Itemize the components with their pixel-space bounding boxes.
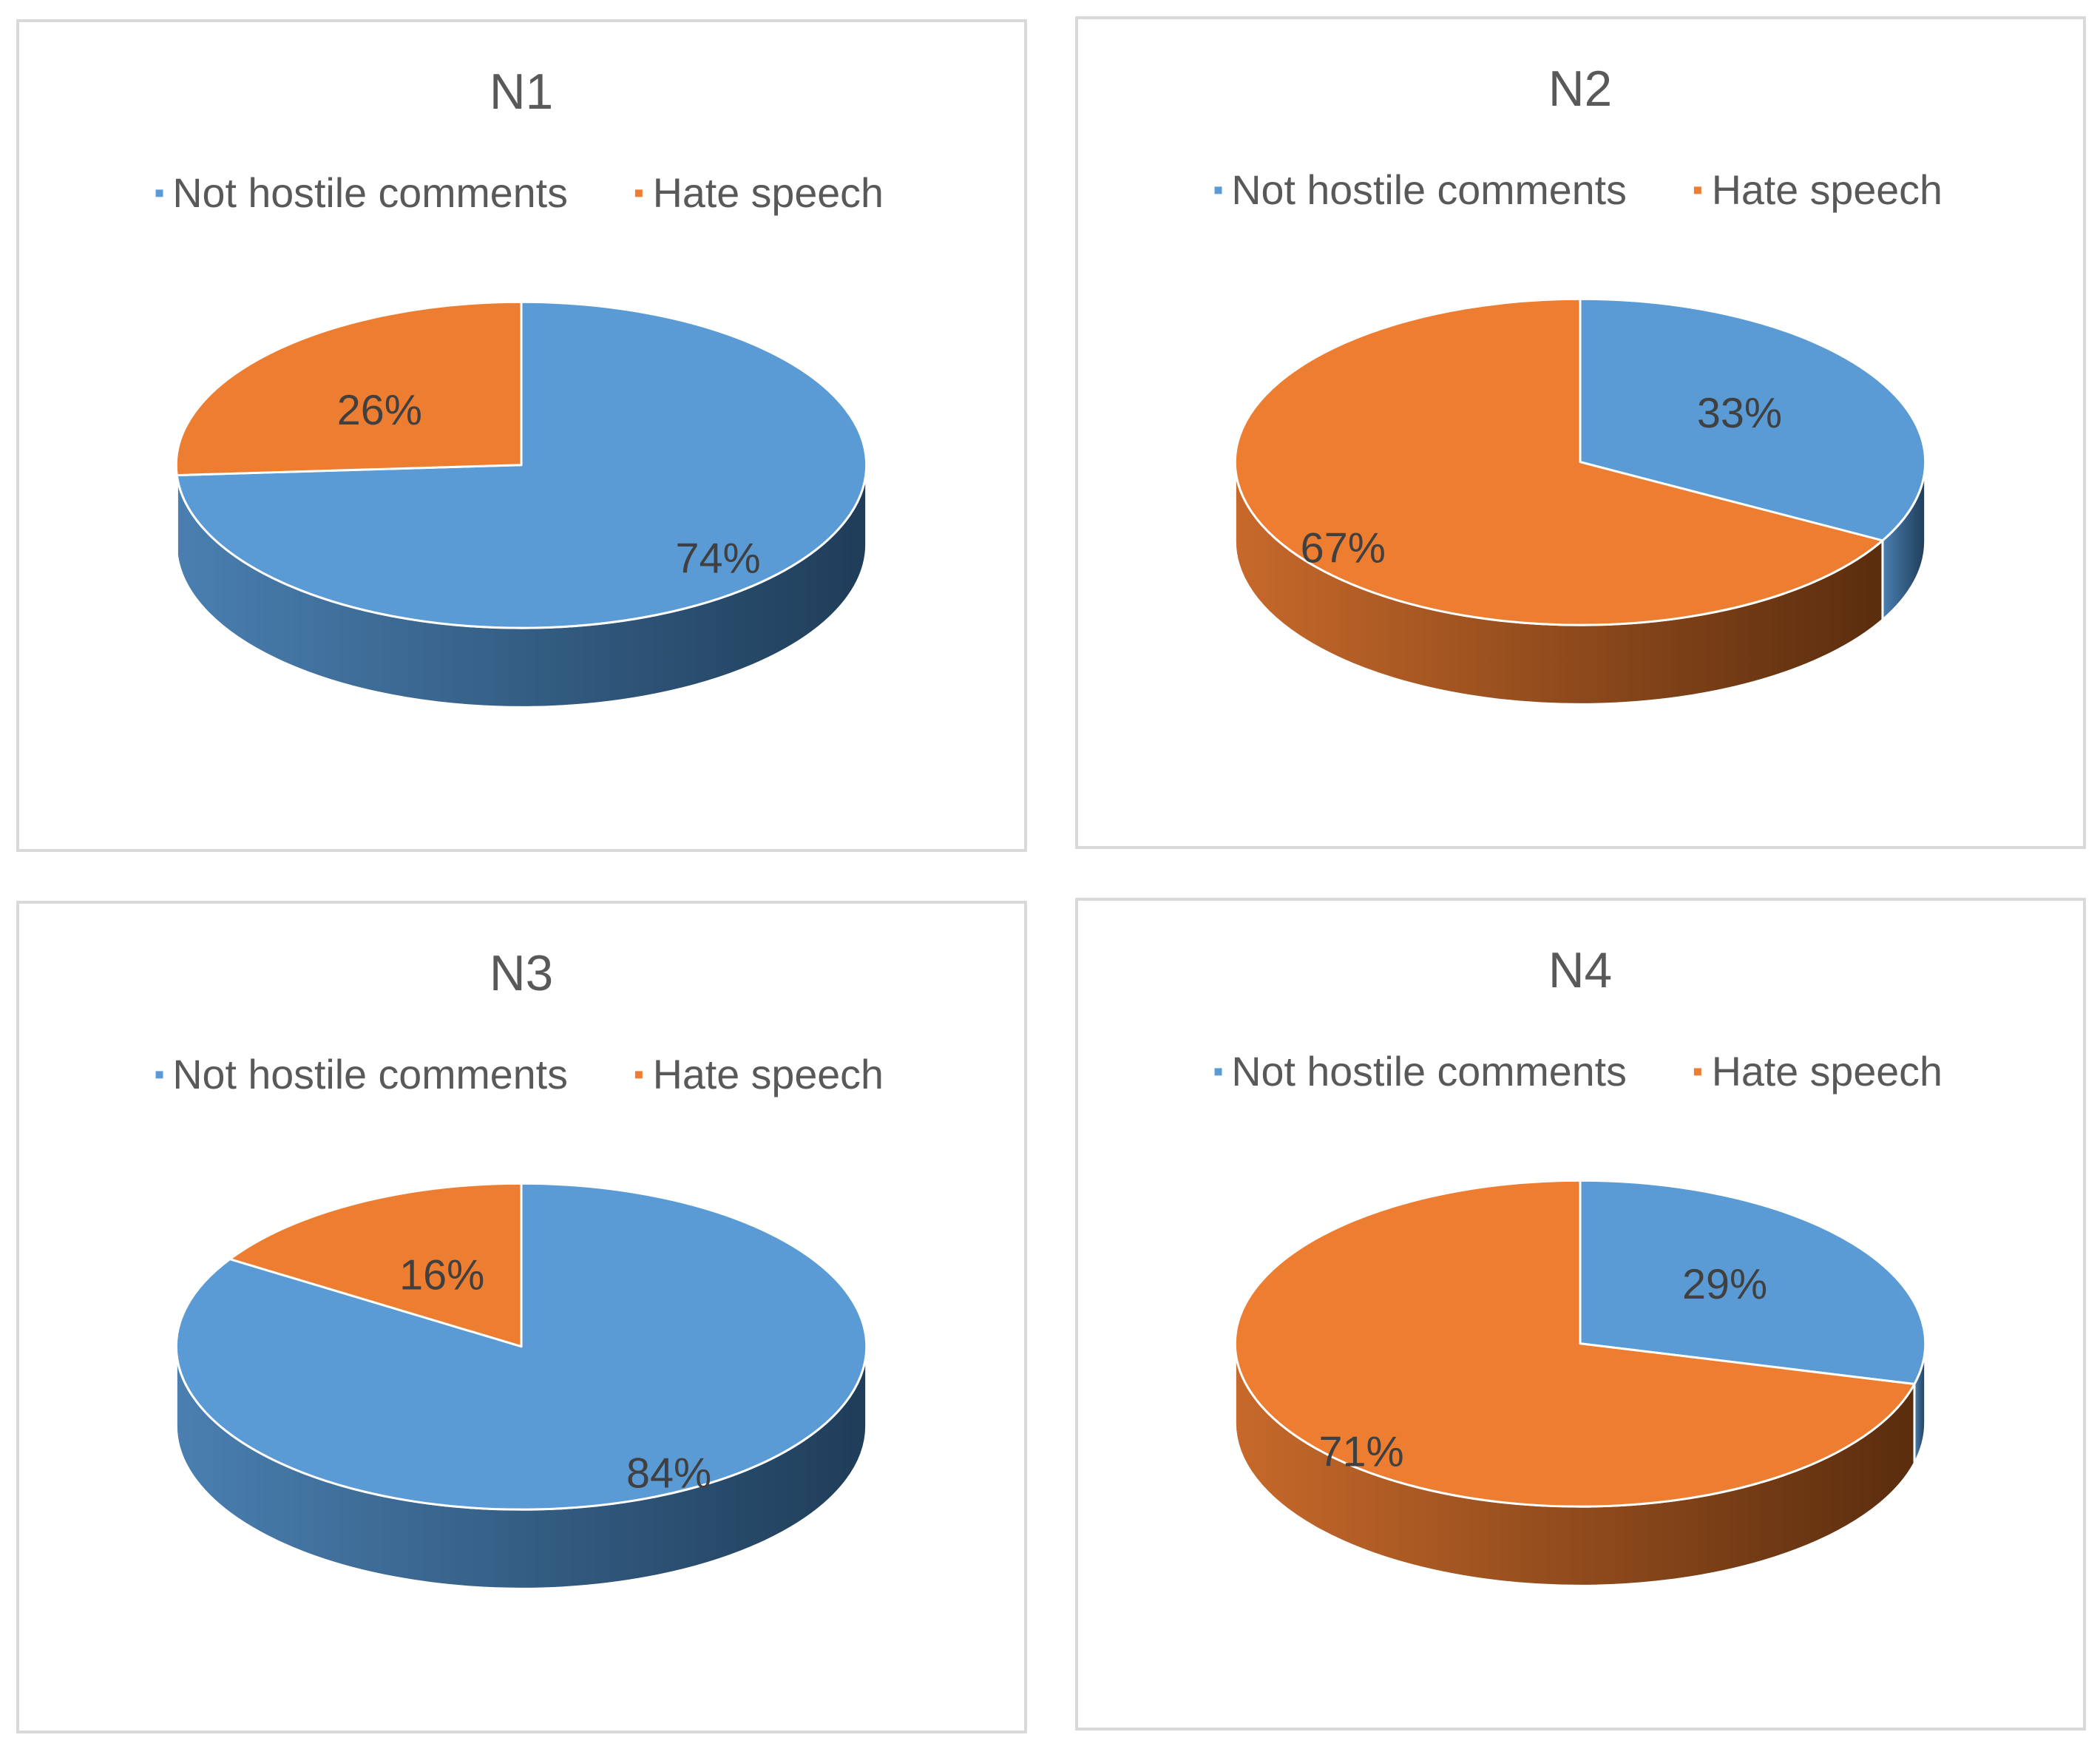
- data-label-not-hostile: 74%: [675, 535, 760, 583]
- pie-slices: [175, 300, 868, 708]
- data-labels: 26% 74%: [337, 387, 761, 583]
- legend-swatch-not-hostile: [155, 189, 163, 197]
- pie-chart-n4: N4 Not hostile comments Hate speech 29% …: [1214, 943, 1942, 1587]
- data-labels: 33% 67%: [1301, 390, 1782, 572]
- legend-swatch-not-hostile: [1214, 1068, 1222, 1076]
- pie-chart-n2: N2 Not hostile comments Hate speech 33% …: [1214, 61, 1942, 706]
- legend-swatch-not-hostile: [1214, 186, 1222, 194]
- pie-slice-hate: [1233, 1179, 1916, 1508]
- data-labels: 16% 84%: [399, 1251, 711, 1497]
- data-label-hate: 16%: [399, 1251, 484, 1299]
- chart-panel-n1: N1 Not hostile comments Hate speech 26% …: [16, 19, 1027, 852]
- chart-title: N3: [490, 946, 553, 1001]
- legend-label-not-hostile: Not hostile comments: [172, 170, 568, 216]
- legend: Not hostile comments Hate speech: [155, 1052, 884, 1097]
- legend-swatch-hate: [634, 189, 643, 197]
- legend-label-not-hostile: Not hostile comments: [172, 1052, 568, 1097]
- legend-label-not-hostile: Not hostile comments: [1231, 167, 1627, 213]
- data-label-not-hostile: 33%: [1697, 390, 1782, 437]
- pie-slice-hate: [175, 300, 523, 477]
- legend: Not hostile comments Hate speech: [1214, 1049, 1942, 1095]
- chart-title: N4: [1548, 943, 1612, 998]
- legend: Not hostile comments Hate speech: [155, 170, 884, 216]
- legend-swatch-hate: [1693, 1068, 1701, 1076]
- legend-label-hate: Hate speech: [653, 170, 884, 216]
- chart-panel-n2: N2 Not hostile comments Hate speech 33% …: [1075, 16, 2086, 849]
- pie-slices: [1233, 1179, 1927, 1587]
- legend-label-hate: Hate speech: [653, 1052, 884, 1097]
- legend-swatch-not-hostile: [155, 1071, 163, 1079]
- pie-chart-n3: N3 Not hostile comments Hate speech 16% …: [155, 946, 884, 1590]
- data-label-hate: 26%: [337, 387, 422, 434]
- pie-slice-not-hostile: [1579, 297, 1927, 542]
- data-labels: 29% 71%: [1318, 1261, 1767, 1475]
- data-label-not-hostile: 84%: [626, 1449, 711, 1497]
- data-label-hate: 71%: [1318, 1429, 1403, 1476]
- data-label-not-hostile: 29%: [1682, 1261, 1767, 1308]
- legend-label-not-hostile: Not hostile comments: [1231, 1049, 1627, 1095]
- pie-chart-n1: N1 Not hostile comments Hate speech 26% …: [155, 64, 884, 708]
- legend-label-hate: Hate speech: [1712, 1049, 1942, 1095]
- chart-title: N2: [1548, 61, 1612, 117]
- chart-panel-n4: N4 Not hostile comments Hate speech 29% …: [1075, 898, 2086, 1731]
- pie-slice-not-hostile: [1579, 1179, 1927, 1386]
- legend-label-hate: Hate speech: [1712, 167, 1942, 213]
- pie-slices: [175, 1182, 868, 1590]
- pie-slice-hate: [1233, 297, 1884, 626]
- chart-panel-n3: N3 Not hostile comments Hate speech 16% …: [16, 901, 1027, 1733]
- pie-slice-hate: [228, 1182, 523, 1348]
- pie-slices: [1233, 297, 1927, 706]
- chart-title: N1: [490, 64, 553, 120]
- legend-swatch-hate: [1693, 186, 1701, 194]
- legend: Not hostile comments Hate speech: [1214, 167, 1942, 213]
- data-label-hate: 67%: [1301, 525, 1386, 572]
- legend-swatch-hate: [634, 1071, 643, 1079]
